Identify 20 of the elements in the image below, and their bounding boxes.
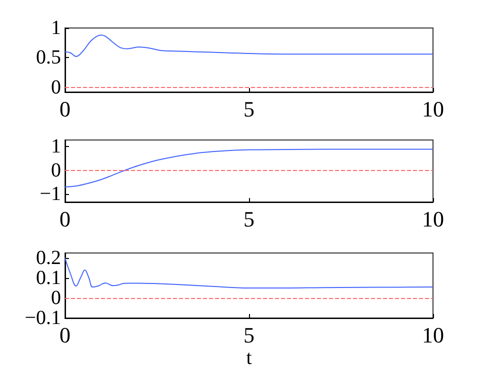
y-tick-label: 1 — [51, 17, 61, 39]
x-tick-label: 5 — [244, 96, 254, 122]
x-axis-title: t — [246, 347, 252, 369]
y-tick-label: 1 — [51, 135, 61, 158]
x-tick-label: 10 — [422, 206, 444, 232]
y-tick-label: 0 — [51, 76, 61, 98]
x-tick-label: 10 — [422, 96, 444, 122]
y-tick-label: 0.5 — [36, 46, 61, 69]
y-tick-label: 0.1 — [36, 267, 61, 289]
y-tick-label: −0.1 — [24, 307, 61, 329]
x-tick-label: 5 — [244, 206, 254, 232]
line-series — [64, 148, 434, 188]
x-tick-label: 10 — [422, 322, 444, 348]
y-tick-label: 0 — [51, 287, 61, 309]
line-series — [64, 258, 434, 288]
y-tick-label: −1 — [40, 183, 61, 206]
y-tick-label: 0 — [51, 159, 61, 182]
y-tick-label: 0.2 — [36, 247, 61, 269]
line-series — [64, 34, 434, 57]
x-tick-label: 5 — [244, 322, 254, 348]
